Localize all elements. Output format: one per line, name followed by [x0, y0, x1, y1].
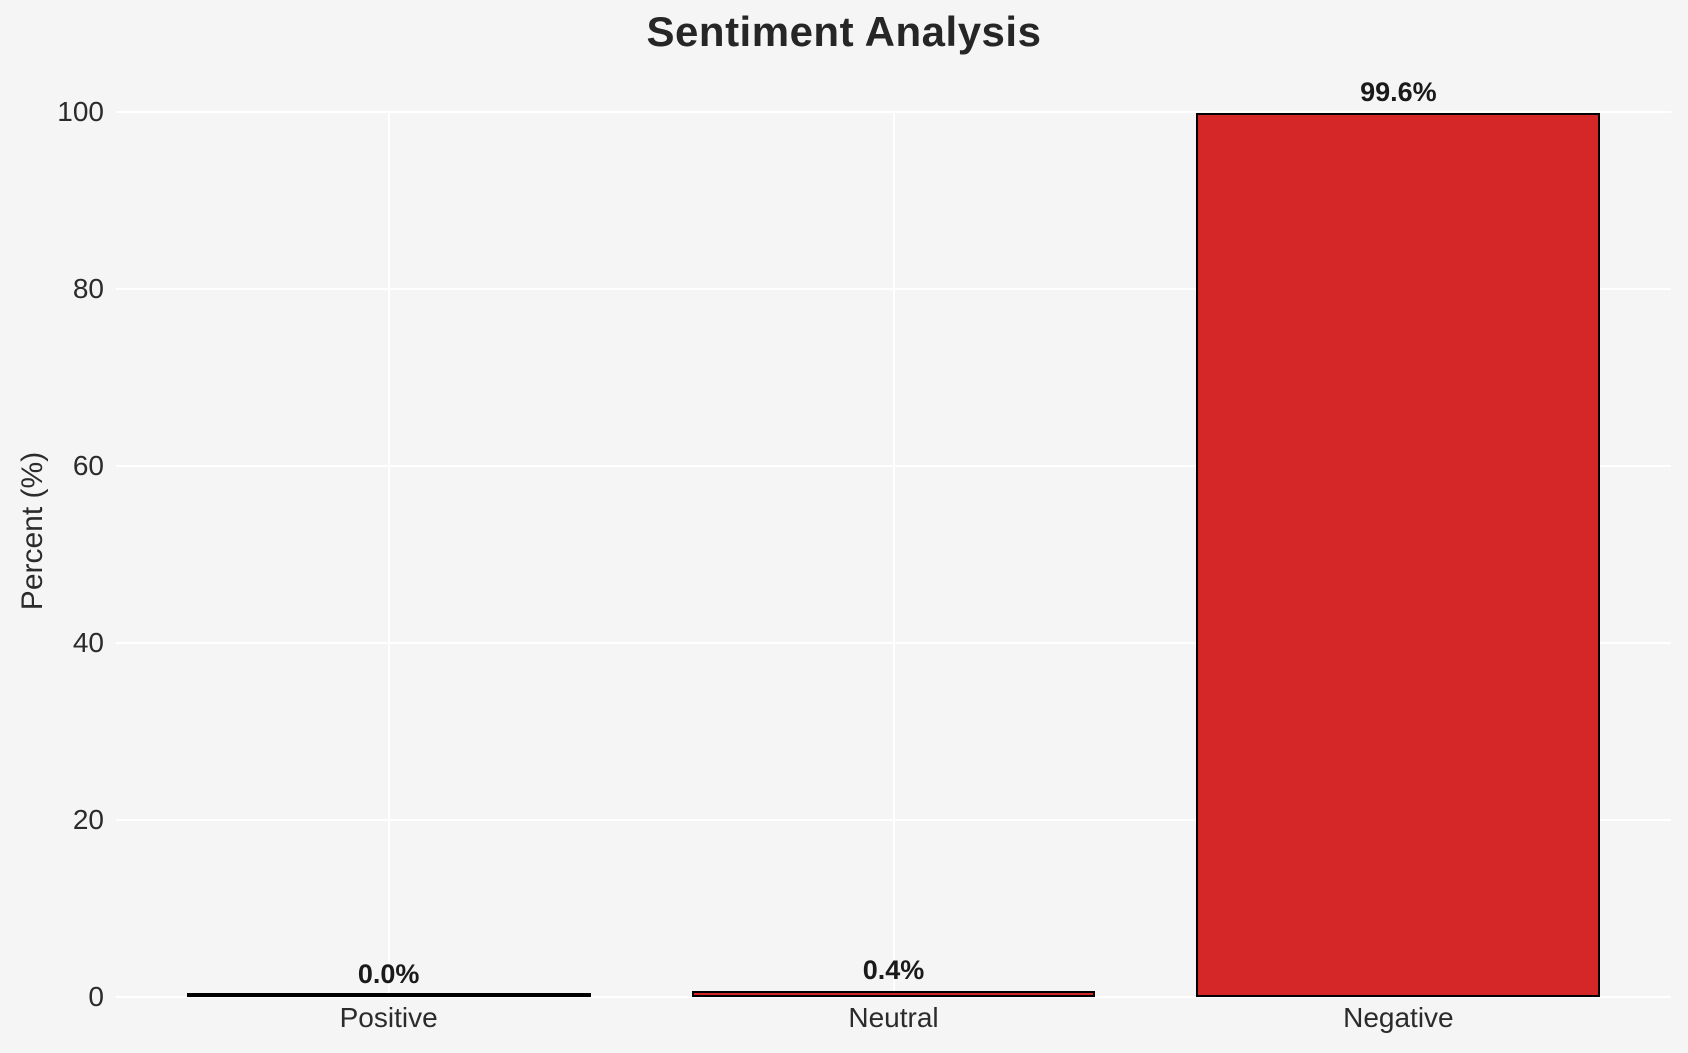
y-tick-label-20: 20: [72, 804, 104, 835]
bar-value-label-negative: 99.6%: [1360, 77, 1437, 108]
x-tick-label-neutral: Neutral: [848, 1002, 939, 1033]
y-tick-label-100: 100: [57, 96, 104, 127]
gridline-x-neutral: [892, 112, 895, 997]
y-tick-label-40: 40: [72, 627, 104, 658]
x-tick-label-positive: Positive: [339, 1002, 438, 1033]
x-tick-label-negative: Negative: [1343, 1002, 1454, 1033]
bar-positive: [186, 993, 591, 997]
gridline-x-positive: [387, 112, 390, 997]
plot-area: 0.0% 0.4% 99.6%: [116, 77, 1671, 998]
bar-value-label-positive: 0.0%: [357, 958, 420, 989]
y-tick-label-60: 60: [72, 450, 104, 481]
y-tick-label-0: 0: [88, 981, 104, 1012]
bar-neutral: [691, 990, 1096, 997]
bar-negative: [1196, 113, 1601, 997]
y-tick-label-80: 80: [72, 273, 104, 304]
bar-value-label-neutral: 0.4%: [862, 954, 925, 985]
chart-title: Sentiment Analysis: [646, 8, 1042, 55]
gridline-y-0: [116, 996, 1671, 998]
